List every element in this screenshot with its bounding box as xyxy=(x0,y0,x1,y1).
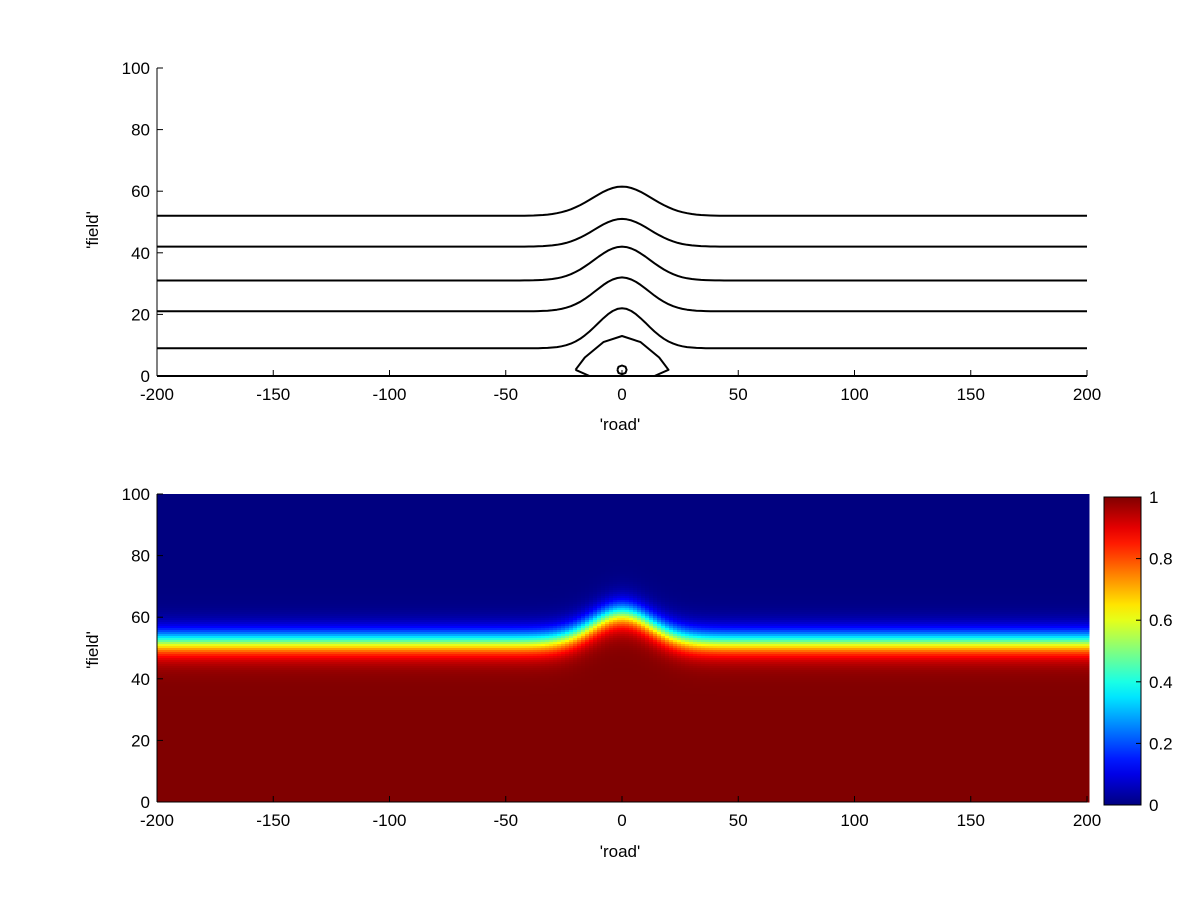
heatmap-column xyxy=(265,494,270,803)
contour-y-axis-label: 'field' xyxy=(83,211,102,249)
contour-x-tick-label: -50 xyxy=(493,385,518,404)
contour-y-tick-label: 40 xyxy=(131,244,150,263)
heatmap-column xyxy=(257,494,262,803)
heatmap-column xyxy=(221,494,226,803)
heatmap-column xyxy=(245,494,250,803)
contour-y-tick-label: 100 xyxy=(122,59,150,78)
heatmap-column xyxy=(177,494,182,803)
heatmap-column xyxy=(281,494,286,803)
heatmap-column xyxy=(201,494,206,803)
contour-x-tick-label: -100 xyxy=(372,385,406,404)
contour-y-tick-label: 60 xyxy=(131,182,150,201)
heatmap-column xyxy=(277,494,282,803)
heatmap-column xyxy=(205,494,210,803)
heatmap-column xyxy=(213,494,218,803)
heatmap-column xyxy=(237,494,242,803)
heatmap-column xyxy=(173,494,178,803)
heatmap-column xyxy=(229,494,234,803)
heatmap-column xyxy=(157,494,162,803)
heatmap-column xyxy=(161,494,166,803)
contour-x-tick-label: -200 xyxy=(140,385,174,404)
heatmap-column xyxy=(269,494,274,803)
contour-x-tick-label: -150 xyxy=(256,385,290,404)
heatmap-column xyxy=(249,494,254,803)
contour-x-tick-label: 0 xyxy=(617,385,626,404)
heatmap-column xyxy=(169,494,174,803)
heatmap-column xyxy=(193,494,198,803)
contour-x-axis-label: 'road' xyxy=(600,415,641,434)
heatmap-column xyxy=(181,494,186,803)
heatmap-column xyxy=(197,494,202,803)
heatmap-column xyxy=(209,494,214,803)
contour-x-tick-label: 200 xyxy=(1073,385,1101,404)
heatmap-column xyxy=(241,494,246,803)
contour-x-tick-label: 150 xyxy=(957,385,985,404)
contour-y-tick-label: 80 xyxy=(131,121,150,140)
contour-x-tick-label: 50 xyxy=(729,385,748,404)
heatmap-image xyxy=(157,494,1090,803)
contour-x-tick-label: 100 xyxy=(840,385,868,404)
heatmap-column xyxy=(273,494,278,803)
heatmap-column xyxy=(253,494,258,803)
heatmap-column xyxy=(233,494,238,803)
heatmap-column xyxy=(165,494,170,803)
heatmap-column xyxy=(189,494,194,803)
contour-y-tick-label: 0 xyxy=(141,367,150,386)
contour-y-tick-label: 20 xyxy=(131,305,150,324)
heatmap-column xyxy=(261,494,266,803)
heatmap-column xyxy=(185,494,190,803)
heatmap-column xyxy=(225,494,230,803)
heatmap-column xyxy=(217,494,222,803)
